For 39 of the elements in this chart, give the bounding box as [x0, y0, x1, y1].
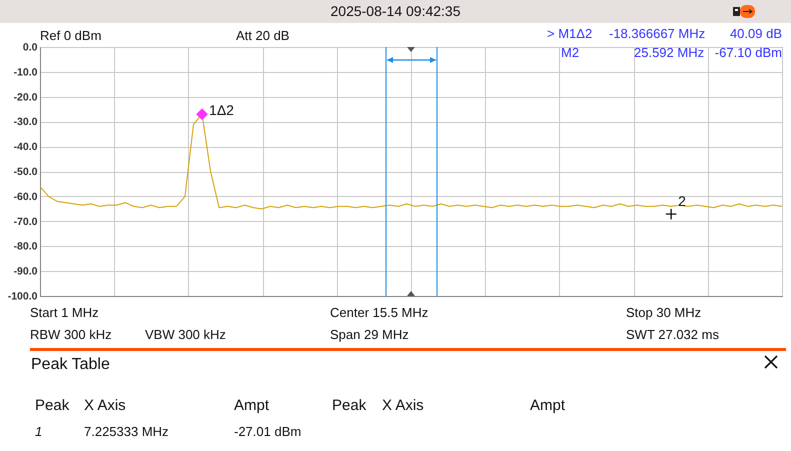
- y-tick-label: -80.0: [14, 240, 38, 253]
- text: 1: [35, 424, 42, 439]
- y-tick-label: 0.0: [22, 42, 38, 54]
- text: -27.01 dBm: [234, 424, 302, 439]
- text: VBW 300 kHz: [145, 327, 226, 342]
- y-tick-label: -70.0: [14, 216, 38, 228]
- text: 40.09 dB: [730, 26, 782, 41]
- text: -18.366667 MHz: [609, 26, 706, 41]
- y-tick-label: -30.0: [14, 116, 38, 128]
- annotation: 25.592 MHz: [634, 45, 704, 60]
- annotation: -67.10 dBm: [714, 45, 782, 60]
- text: Ampt: [234, 397, 270, 414]
- text: X Axis: [382, 397, 424, 414]
- text: Peak Table: [31, 356, 110, 374]
- text: Peak: [35, 397, 70, 414]
- text: Ampt: [530, 397, 566, 414]
- text: Span 29 MHz: [330, 327, 409, 342]
- series-label: 1Δ2: [209, 102, 234, 118]
- y-tick-label: -40.0: [14, 141, 38, 154]
- text: X Axis: [84, 397, 126, 414]
- text: Start 1 MHz: [30, 305, 99, 320]
- annotation: M2: [561, 45, 580, 60]
- text: SWT 27.032 ms: [626, 327, 719, 342]
- text: Att 20 dB: [236, 28, 290, 43]
- y-tick-label: -50.0: [14, 166, 38, 178]
- y-tick-label: -60.0: [14, 190, 38, 203]
- text: Stop 30 MHz: [626, 305, 702, 320]
- text: Ref 0 dBm: [40, 28, 102, 43]
- y-tick-label: -10.0: [14, 66, 38, 78]
- y-tick-label: -90.0: [14, 266, 38, 278]
- text: > M1Δ2: [547, 26, 592, 41]
- text: Peak: [332, 397, 366, 414]
- text: 7.225333 MHz: [84, 424, 169, 439]
- y-tick-label: -100.0: [8, 290, 38, 302]
- chart-title: 2025-08-14 09:42:35: [330, 3, 462, 19]
- text: RBW 300 kHz: [30, 327, 112, 342]
- series-label: 2: [678, 193, 686, 210]
- text: Center 15.5 MHz: [330, 305, 428, 320]
- y-tick-label: -20.0: [14, 91, 38, 104]
